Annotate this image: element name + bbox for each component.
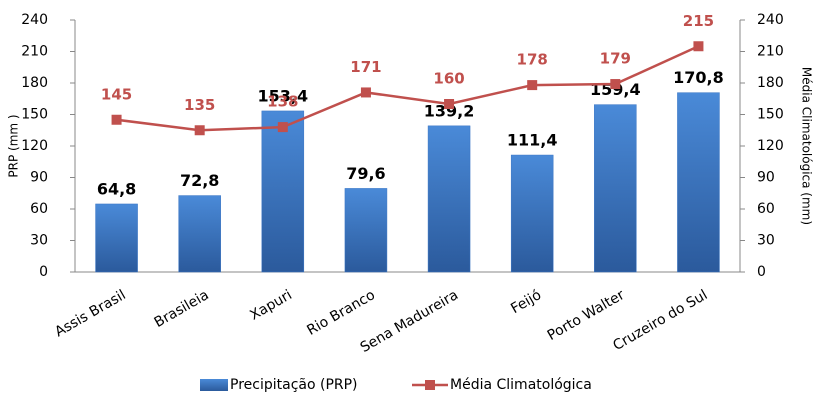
x-tick-label: Cruzeiro do Sul [610, 287, 710, 354]
line-marker [527, 80, 538, 91]
legend-swatch [200, 379, 228, 391]
y2-tick-label: 120 [757, 138, 784, 154]
y-tick-label: 90 [30, 170, 48, 186]
bar [178, 195, 221, 273]
bar [95, 203, 138, 273]
bar-value-label: 111,4 [507, 131, 558, 150]
line-value-label: 145 [101, 85, 132, 103]
line-value-label: 171 [350, 58, 381, 76]
line-marker [360, 87, 371, 98]
line-value-label: 178 [517, 51, 548, 69]
x-tick-label: Xapuri [247, 287, 294, 324]
y-tick-label: 0 [39, 264, 48, 280]
y2-tick-label: 0 [757, 264, 766, 280]
y-tick-label: 180 [21, 75, 48, 91]
line-value-label: 215 [683, 12, 714, 30]
bar [344, 188, 388, 273]
y-tick-label: 120 [21, 138, 48, 154]
bar-value-label: 79,6 [346, 164, 385, 183]
line-value-label: 160 [433, 70, 464, 88]
y-tick-label: 240 [21, 12, 48, 28]
x-tick-label: Assis Brasil [52, 287, 128, 340]
bar [677, 92, 720, 273]
y2-tick-label: 60 [757, 201, 775, 217]
line-value-label: 179 [600, 50, 631, 68]
bar [510, 154, 554, 273]
line-marker [610, 79, 621, 90]
y2-tick-label: 30 [757, 233, 775, 249]
y2-tick-label: 90 [757, 170, 775, 186]
y-tick-label: 30 [30, 233, 48, 249]
bar-value-label: 72,8 [180, 171, 219, 190]
bar-value-label: 139,2 [424, 101, 475, 120]
line-marker [111, 114, 122, 125]
x-tick-label: Brasileia [152, 287, 212, 331]
line [116, 45, 699, 132]
bar-value-label: 64,8 [97, 179, 136, 198]
y2-axis-title: Média Climatológica (mm) [800, 67, 814, 225]
legend-label: Precipitação (PRP) [230, 377, 358, 393]
y2-tick-label: 180 [757, 75, 784, 91]
line-marker [444, 99, 455, 109]
y2-tick-label: 210 [757, 44, 784, 60]
line-marker [277, 122, 288, 133]
y-axis-title: PRP (mm ) [7, 114, 21, 177]
y-tick-label: 150 [21, 107, 48, 123]
bar [427, 125, 471, 273]
bar-value-label: 153,4 [258, 86, 309, 105]
y-tick-label: 210 [21, 44, 48, 60]
line-marker [194, 125, 205, 136]
bar [594, 104, 637, 273]
x-tick-label: Porto Walter [545, 287, 628, 344]
bar-value-label: 170,8 [673, 68, 724, 87]
legend-swatch [425, 380, 435, 390]
line-value-label: 138 [267, 93, 298, 111]
y2-tick-label: 150 [757, 107, 784, 123]
line-marker [693, 41, 704, 52]
y-tick-label: 60 [30, 201, 48, 217]
y2-tick-label: 240 [757, 12, 784, 28]
x-tick-label: Feijó [508, 287, 544, 317]
bar [261, 110, 305, 273]
x-tick-label: Rio Branco [304, 287, 378, 339]
line-value-label: 135 [184, 96, 215, 114]
legend-label: Média Climatológica [450, 377, 592, 393]
